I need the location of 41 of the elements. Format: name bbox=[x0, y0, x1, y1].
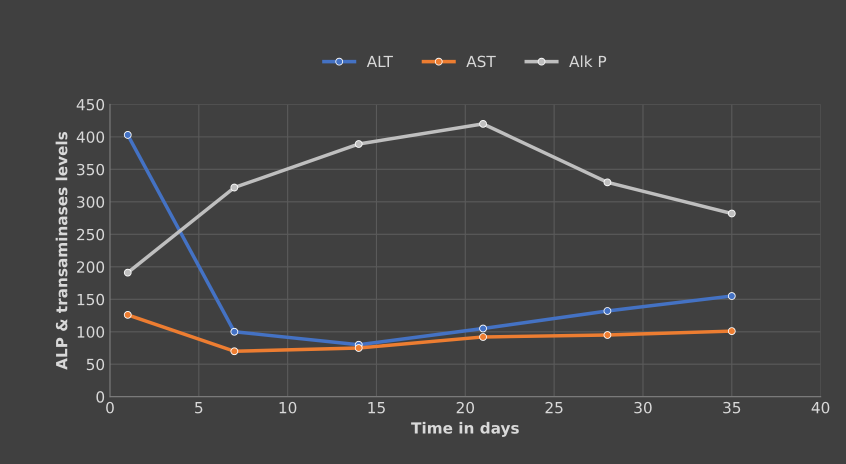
x-tick-label: 35 bbox=[723, 402, 740, 414]
point bbox=[230, 328, 238, 336]
legend-label: ALT bbox=[366, 56, 393, 68]
y-tick-label: 250 bbox=[77, 228, 104, 240]
point bbox=[604, 331, 612, 339]
y-axis-title: ALP & transaminases levels bbox=[56, 132, 68, 370]
point bbox=[354, 344, 363, 352]
y-tick-label: 100 bbox=[78, 326, 104, 338]
point bbox=[604, 178, 612, 186]
y-tick-label: 450 bbox=[76, 98, 104, 110]
y-tick-label: 50 bbox=[86, 358, 104, 370]
point bbox=[728, 327, 736, 335]
x-tick-label: 0 bbox=[106, 402, 114, 414]
y-tick-label: 300 bbox=[77, 196, 104, 208]
x-tick-label: 30 bbox=[634, 402, 652, 414]
legend-label: AST bbox=[466, 56, 496, 68]
y-tick-label: 150 bbox=[78, 294, 104, 306]
point bbox=[479, 333, 487, 341]
x-tick-label: 10 bbox=[280, 402, 296, 414]
y-tick-label: 350 bbox=[77, 164, 104, 176]
point bbox=[124, 310, 132, 319]
point bbox=[124, 268, 132, 277]
point bbox=[354, 140, 363, 148]
point bbox=[230, 184, 238, 192]
point bbox=[604, 307, 612, 315]
legend-label: Alk P bbox=[569, 55, 606, 68]
point bbox=[230, 347, 238, 356]
x-axis-title: Time in days bbox=[411, 422, 519, 437]
point bbox=[728, 210, 736, 218]
x-tick-label: 5 bbox=[195, 402, 202, 414]
point bbox=[479, 324, 487, 332]
y-tick-label: 200 bbox=[77, 261, 104, 273]
y-tick-label: 0 bbox=[96, 391, 104, 403]
x-tick-label: 20 bbox=[456, 402, 474, 414]
x-tick-label: 40 bbox=[812, 402, 830, 414]
point bbox=[728, 292, 736, 300]
x-tick-label: 25 bbox=[546, 402, 563, 414]
y-tick-label: 400 bbox=[76, 131, 104, 143]
point bbox=[479, 120, 487, 128]
x-tick-label: 15 bbox=[368, 402, 385, 414]
point bbox=[124, 131, 132, 139]
